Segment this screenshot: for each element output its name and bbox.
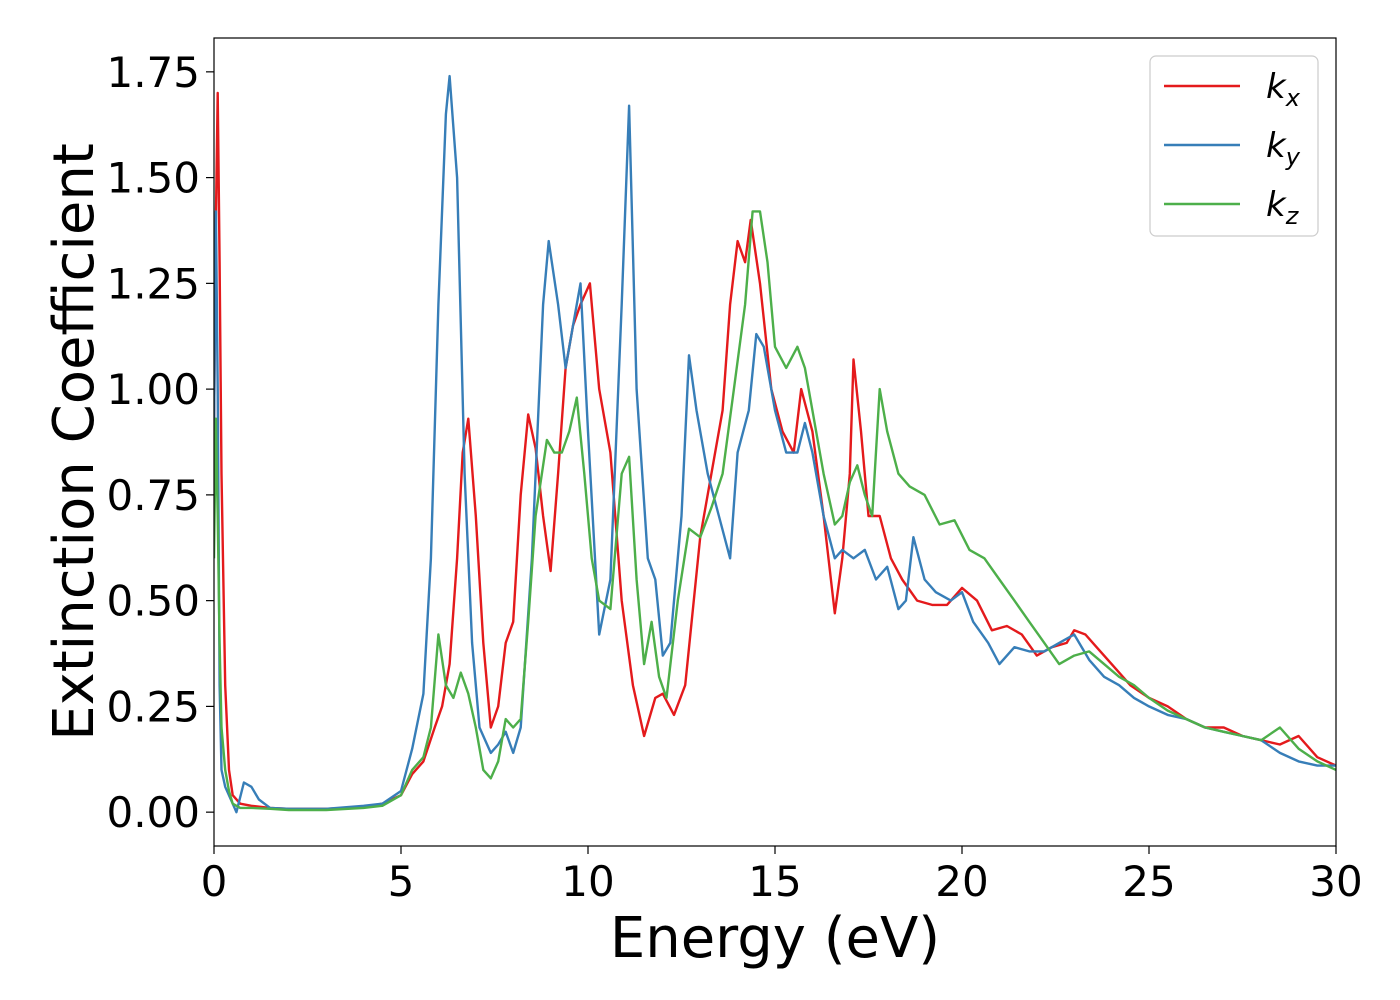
y-tick-label: 1.75 — [106, 48, 200, 97]
y-tick-label: 0.50 — [106, 577, 200, 626]
y-tick-label: 1.50 — [106, 154, 200, 203]
y-tick-label: 0.25 — [106, 682, 200, 731]
x-tick-label: 0 — [201, 857, 228, 906]
x-axis: 0 5 10 15 20 25 30 — [201, 846, 1363, 906]
y-axis: 0.00 0.25 0.50 0.75 1.00 1.25 1.50 1.75 — [106, 48, 214, 837]
x-tick-label: 5 — [388, 857, 415, 906]
y-tick-label: 0.00 — [106, 788, 200, 837]
y-axis-label: Extinction Coefficient — [42, 143, 107, 741]
series-layer — [214, 74, 1336, 814]
y-tick-label: 1.00 — [106, 365, 200, 414]
x-tick-label: 10 — [561, 857, 614, 906]
x-tick-label: 30 — [1309, 857, 1362, 906]
x-tick-label: 25 — [1122, 857, 1175, 906]
x-tick-label: 15 — [748, 857, 801, 906]
series-line-kz — [214, 210, 1336, 812]
x-tick-label: 20 — [935, 857, 988, 906]
y-tick-label: 1.25 — [106, 259, 200, 308]
x-axis-label: Energy (eV) — [610, 906, 940, 971]
y-tick-label: 0.75 — [106, 471, 200, 520]
